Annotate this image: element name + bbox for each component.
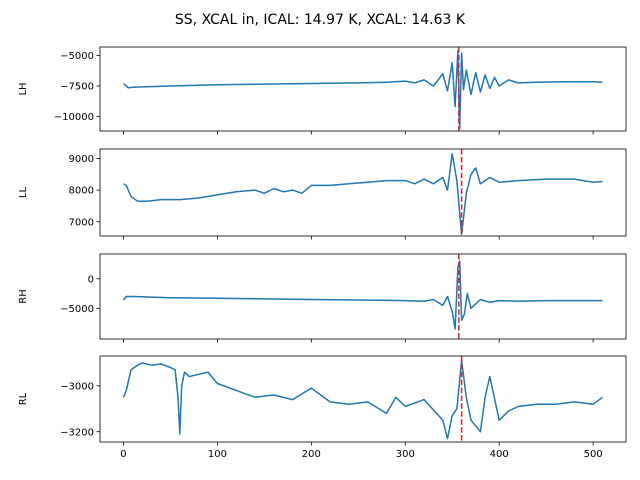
- y-tick-label: −10000: [54, 112, 94, 123]
- y-tick-label: 8000: [69, 186, 94, 197]
- x-tick-label: 0: [120, 449, 126, 460]
- subplot-lh: −5000 −7500 −10000 LH: [18, 46, 627, 135]
- series-line: [122, 49, 603, 130]
- axes-frame: [99, 355, 627, 443]
- y-tick-label: −3000: [60, 381, 94, 392]
- x-tick-label: 100: [208, 449, 227, 460]
- axes-frame: [99, 253, 627, 340]
- subplot-rh: 0 −5000 RH: [18, 253, 627, 343]
- series-line: [122, 260, 603, 330]
- x-tick-label: 400: [490, 449, 509, 460]
- subplot-rl: −3000 −3200 RL 0 100 200 300 400 500: [18, 355, 627, 460]
- series-line: [123, 152, 603, 236]
- figure-title: SS, XCAL in, ICAL: 14.97 K, XCAL: 14.63 …: [175, 12, 466, 28]
- y-axis-label: LH: [18, 82, 29, 95]
- y-tick-label: −5000: [60, 51, 94, 62]
- x-tick-label: 500: [584, 449, 603, 460]
- y-tick-label: −7500: [60, 82, 94, 93]
- y-tick-label: −3200: [60, 427, 94, 438]
- y-tick-label: 9000: [69, 154, 94, 165]
- axes-frame: [99, 148, 627, 237]
- axes-frame: [99, 46, 627, 132]
- y-axis-label: RH: [18, 289, 29, 303]
- y-tick-label: −5000: [60, 304, 94, 315]
- subplot-ll: 9000 8000 7000 LL: [18, 148, 627, 240]
- subplot-stack: −5000 −7500 −10000 LH 9000 8000 7000 LL 0 −5000 RH…: [18, 46, 627, 460]
- y-tick-label: 0: [88, 274, 94, 285]
- x-tick-label: 300: [396, 449, 415, 460]
- y-axis-label: LL: [18, 187, 29, 199]
- y-tick-label: 7000: [69, 217, 94, 228]
- series-line: [122, 359, 603, 440]
- y-axis-label: RL: [18, 392, 29, 405]
- x-tick-label: 200: [302, 449, 321, 460]
